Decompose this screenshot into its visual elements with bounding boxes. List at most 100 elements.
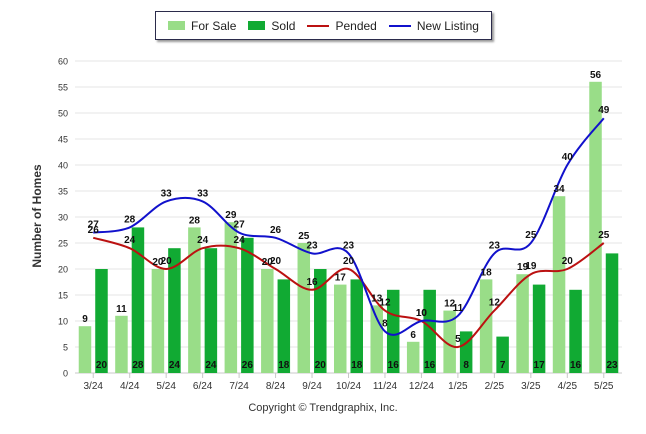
bar-for-sale — [406, 341, 420, 373]
bar-for-sale — [151, 269, 165, 373]
new-listing-label: 23 — [343, 240, 355, 251]
legend-item-for-sale: For Sale — [168, 19, 236, 33]
for-sale-label: 9 — [82, 314, 88, 325]
new-listing-label: 33 — [161, 188, 173, 199]
legend-swatch-for-sale — [168, 21, 186, 30]
x-tick-label: 5/25 — [594, 381, 614, 392]
legend-item-new-listing: New Listing — [388, 19, 479, 33]
bar-for-sale — [334, 284, 347, 373]
for-sale-label: 20 — [262, 257, 274, 268]
bar-sold — [277, 279, 291, 373]
bar-for-sale — [370, 305, 383, 373]
data-labels: 9 11 20 28 29 20 25 17 13 6 12 18 19 34 56 20 28 24 24 26 18… — [82, 70, 618, 371]
y-axis-title: Number of Homes — [30, 164, 44, 268]
new-listing-label: 27 — [234, 220, 246, 231]
pended-label: 19 — [525, 261, 537, 272]
line-series — [92, 117, 605, 349]
y-axis: 0 5 10 15 20 25 30 35 40 45 50 55 60 — [58, 57, 68, 379]
bar-for-sale — [297, 243, 311, 373]
x-tick-label: 9/24 — [302, 381, 322, 392]
bar-for-sale — [115, 315, 128, 373]
x-tick-label: 11/24 — [373, 381, 398, 392]
x-tick-label: 12/24 — [409, 381, 434, 392]
pended-label: 10 — [416, 308, 428, 319]
for-sale-label: 25 — [298, 231, 310, 242]
y-tick-label: 40 — [58, 161, 68, 171]
bar-sold — [241, 237, 254, 373]
bar-series — [78, 81, 619, 374]
bar-for-sale — [552, 196, 566, 373]
bar-sold — [569, 289, 582, 373]
new-listing-label: 27 — [88, 220, 100, 231]
for-sale-label: 13 — [371, 293, 383, 304]
new-listing-label: 10 — [416, 308, 428, 319]
sold-label: 17 — [534, 360, 546, 371]
sold-label: 20 — [96, 360, 108, 371]
x-tick-label: 6/24 — [193, 381, 213, 392]
pended-label: 5 — [455, 334, 461, 345]
x-tick-label: 1/25 — [448, 381, 468, 392]
line-pended — [92, 236, 605, 349]
sold-label: 7 — [500, 360, 506, 371]
bar-sold — [95, 269, 108, 373]
legend-swatch-new-listing — [388, 24, 411, 27]
legend-item-pended: Pended — [307, 18, 377, 33]
pended-label: 12 — [379, 298, 391, 309]
sold-label: 18 — [351, 360, 363, 371]
bar-sold — [423, 289, 436, 373]
bar-for-sale — [443, 310, 456, 373]
pended-label: 20 — [270, 256, 282, 267]
y-tick-label: 20 — [58, 265, 68, 275]
sold-label: 23 — [606, 360, 618, 371]
for-sale-label: 34 — [553, 184, 565, 195]
new-listing-label: 40 — [562, 152, 574, 163]
new-listing-label: 28 — [124, 214, 136, 225]
bar-for-sale — [261, 269, 274, 373]
for-sale-label: 18 — [481, 267, 493, 278]
new-listing-label: 23 — [306, 240, 318, 251]
bar-sold — [131, 227, 145, 373]
pended-label: 20 — [562, 256, 574, 267]
bar-for-sale — [516, 274, 529, 373]
bar-for-sale — [589, 81, 602, 374]
bar-sold — [204, 248, 218, 373]
sold-label: 18 — [278, 360, 290, 371]
bar-sold — [168, 248, 181, 373]
bar-for-sale — [479, 279, 493, 373]
x-tick-label: 3/24 — [83, 381, 103, 392]
x-tick-label: 4/24 — [120, 381, 140, 392]
pended-label: 24 — [234, 235, 246, 246]
sold-label: 26 — [242, 360, 254, 371]
bar-for-sale — [224, 222, 238, 373]
y-tick-label: 0 — [63, 369, 68, 379]
for-sale-label: 29 — [225, 210, 237, 221]
pended-label: 20 — [343, 256, 355, 267]
for-sale-label: 17 — [335, 273, 347, 284]
y-tick-label: 45 — [58, 135, 68, 145]
new-listing-label: 11 — [453, 303, 464, 314]
legend: For Sale Sold Pended New Listing — [155, 11, 492, 40]
new-listing-label: 25 — [525, 230, 537, 241]
legend-label-pended: Pended — [335, 18, 377, 33]
for-sale-label: 11 — [116, 304, 127, 315]
copyright-text: Copyright © Trendgraphix, Inc. — [248, 402, 398, 414]
legend-swatch-pended — [307, 24, 330, 27]
bar-sold — [496, 336, 509, 373]
pended-label: 26 — [88, 225, 100, 236]
x-axis: 3/24 4/24 5/24 6/24 7/24 8/24 9/24 10/24 11/24 12… — [75, 372, 622, 392]
sold-label: 20 — [315, 360, 327, 371]
x-tick-label: 2/25 — [485, 381, 505, 392]
y-tick-label: 50 — [58, 109, 68, 119]
for-sale-label: 19 — [517, 262, 529, 273]
bar-for-sale — [78, 326, 92, 373]
x-tick-label: 7/24 — [229, 381, 249, 392]
sold-label: 16 — [424, 360, 436, 371]
new-listing-label: 49 — [598, 105, 610, 116]
y-tick-label: 10 — [58, 317, 68, 327]
new-listing-label: 8 — [382, 318, 388, 329]
x-tick-label: 8/24 — [266, 381, 286, 392]
for-sale-label: 6 — [410, 330, 416, 341]
sold-label: 8 — [463, 360, 469, 371]
for-sale-label: 56 — [590, 70, 602, 81]
